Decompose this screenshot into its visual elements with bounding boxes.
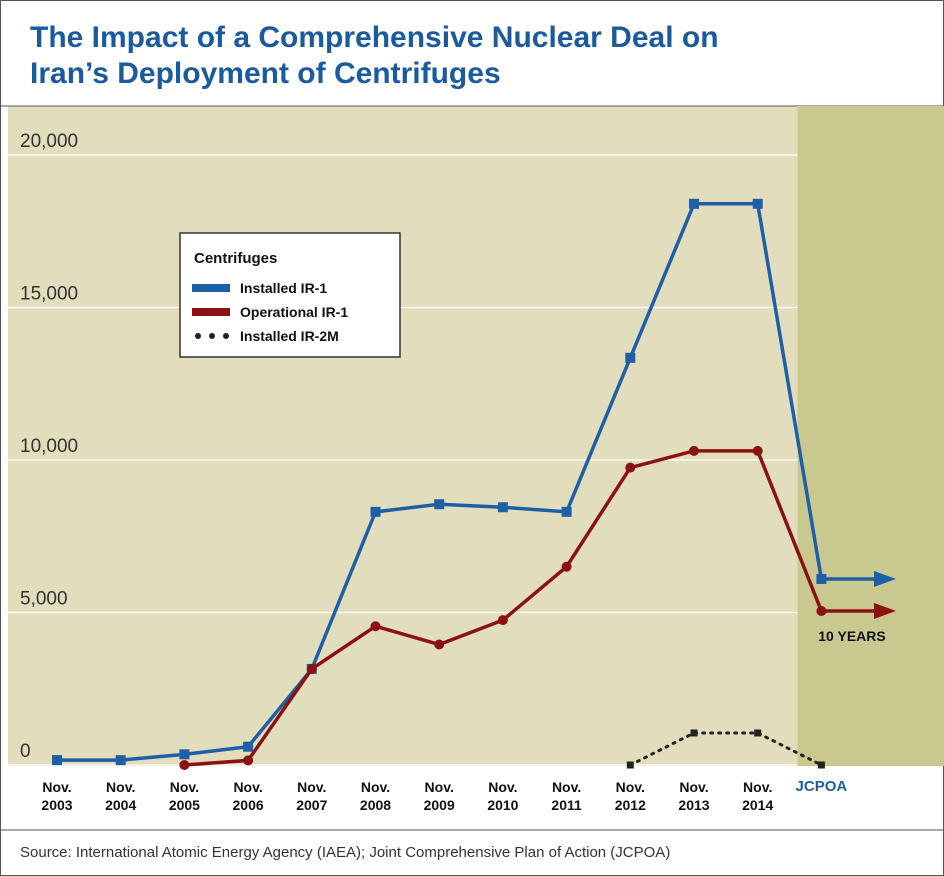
marker: [497, 615, 508, 626]
legend-swatch: [223, 333, 229, 339]
x-tick-label: Nov. 2011: [551, 779, 582, 813]
marker: [306, 663, 317, 674]
x-tick-label: JCPOA: [795, 778, 848, 795]
marker: [817, 761, 825, 769]
x-tick-label: Nov. 2007: [296, 779, 328, 813]
marker: [243, 741, 254, 752]
legend-swatch: [192, 308, 230, 316]
marker: [689, 198, 699, 209]
marker: [752, 198, 763, 209]
marker: [690, 729, 698, 737]
x-tick-label: Nov. 2003: [41, 779, 73, 813]
marker: [497, 502, 508, 513]
marker: [370, 621, 381, 632]
series-line: [628, 731, 823, 767]
marker: [179, 760, 190, 770]
x-tick-label: Nov. 2012: [614, 779, 646, 813]
plot-background: [8, 106, 944, 766]
x-tick-label: Nov. 2014: [742, 779, 774, 813]
legend-swatch: [192, 284, 230, 292]
x-tick-label: Nov. 2008: [359, 779, 392, 813]
legend-label: Installed IR-1: [240, 280, 327, 296]
marker: [434, 639, 445, 650]
x-tick-label: Nov. 2004: [105, 779, 137, 813]
legend-swatch: [209, 333, 215, 339]
marker: [626, 761, 634, 769]
legend-title: Centrifuges: [194, 250, 277, 267]
x-tick-label: Nov. 2005: [168, 779, 200, 813]
arrow-head: [874, 602, 896, 619]
legend-swatch: [195, 333, 201, 339]
x-tick-label: Nov. 2006: [232, 779, 264, 813]
y-tick-label: 0: [20, 741, 31, 762]
x-tick-label: Nov. 2010: [487, 779, 519, 813]
x-tick-label: Nov. 2009: [423, 779, 455, 813]
marker: [754, 729, 762, 737]
y-tick-label: 15,000: [20, 284, 78, 305]
annotation: 10 YEARS: [818, 628, 885, 644]
marker: [689, 445, 699, 456]
y-tick-label: 5,000: [20, 589, 68, 610]
marker: [115, 755, 126, 766]
legend-label: Operational IR-1: [240, 304, 348, 320]
marker: [625, 352, 636, 363]
marker: [370, 506, 381, 517]
arrow-head: [874, 570, 896, 587]
marker: [243, 755, 254, 766]
highlight-band: [797, 106, 944, 766]
source-note: Source: International Atomic Energy Agen…: [20, 844, 671, 861]
marker: [179, 749, 190, 760]
legend-label: Installed IR-2M: [240, 328, 339, 344]
marker: [625, 462, 636, 473]
marker: [434, 499, 445, 510]
marker: [561, 506, 572, 517]
y-tick-label: 20,000: [20, 131, 78, 152]
x-tick-label: Nov. 2013: [678, 779, 710, 813]
legend-box: [179, 232, 401, 358]
marker: [752, 445, 763, 456]
marker: [52, 755, 62, 766]
marker: [561, 561, 572, 572]
y-tick-label: 10,000: [20, 436, 78, 457]
chart-title: The Impact of a Comprehensive Nuclear De…: [30, 21, 719, 90]
